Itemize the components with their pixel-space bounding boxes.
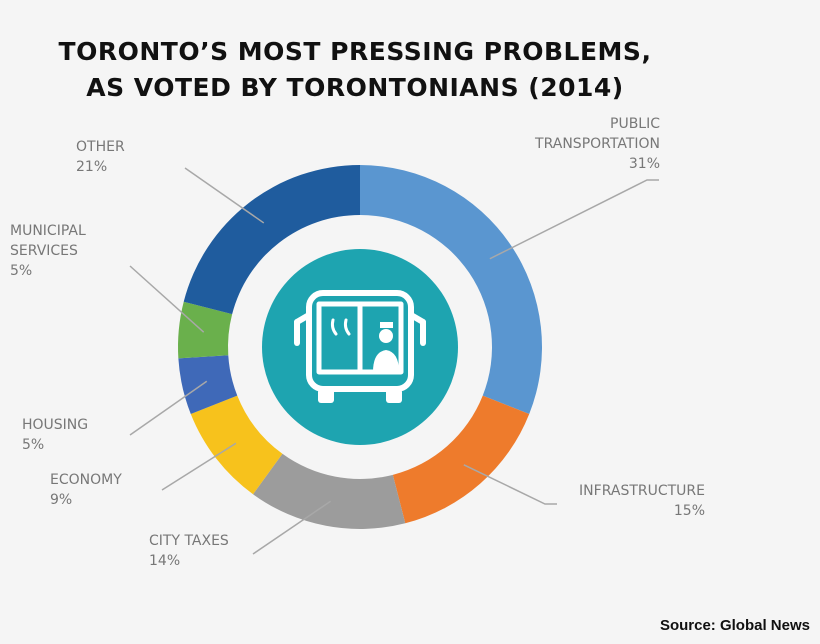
slice-value-label: 9%	[50, 492, 72, 508]
slice-other	[183, 165, 360, 315]
slice-category-label: ECONOMY	[50, 472, 122, 488]
slice-category-label: SERVICES	[10, 243, 78, 259]
slice-category-label: MUNICIPAL	[10, 223, 86, 239]
bus-icon	[294, 290, 426, 403]
slice-value-label: 14%	[149, 553, 180, 569]
slice-category-label: PUBLIC	[610, 116, 660, 132]
slice-category-label: INFRASTRUCTURE	[579, 483, 705, 499]
slice-public-transportation	[360, 165, 542, 414]
chart-title-line-1: TORONTO’S MOST PRESSING PROBLEMS,	[59, 37, 652, 66]
slice-housing	[178, 355, 238, 414]
leader-line	[489, 179, 659, 260]
leader-line	[184, 167, 265, 224]
leader-line	[129, 265, 205, 333]
slice-category-label: OTHER	[76, 139, 125, 155]
leader-lines	[129, 167, 659, 555]
slice-category-label: TRANSPORTATION	[534, 136, 660, 152]
slice-infrastructure	[392, 395, 530, 524]
leader-line	[252, 500, 332, 555]
slice-municipal-services	[178, 301, 233, 359]
leader-line	[129, 380, 208, 436]
leader-line	[463, 464, 557, 505]
slice-category-label: CITY TAXES	[149, 533, 229, 549]
slice-value-label: 15%	[674, 503, 705, 519]
chart-title-line-2: AS VOTED BY TORONTONIANS (2014)	[86, 73, 623, 102]
slice-category-label: HOUSING	[22, 417, 88, 433]
slice-value-label: 5%	[10, 263, 32, 279]
slice-value-label: 5%	[22, 437, 44, 453]
source-text: Source: Global News	[660, 617, 810, 634]
slice-city-taxes	[253, 453, 406, 530]
leader-line	[161, 442, 237, 491]
slice-value-label: 21%	[76, 159, 107, 175]
slice-economy	[190, 395, 283, 495]
slice-value-label: 31%	[629, 156, 660, 172]
donut-ring	[178, 165, 542, 530]
slice-labels: PUBLIC TRANSPORTATION 31% INFRASTRUCTURE 15%…	[10, 116, 705, 569]
